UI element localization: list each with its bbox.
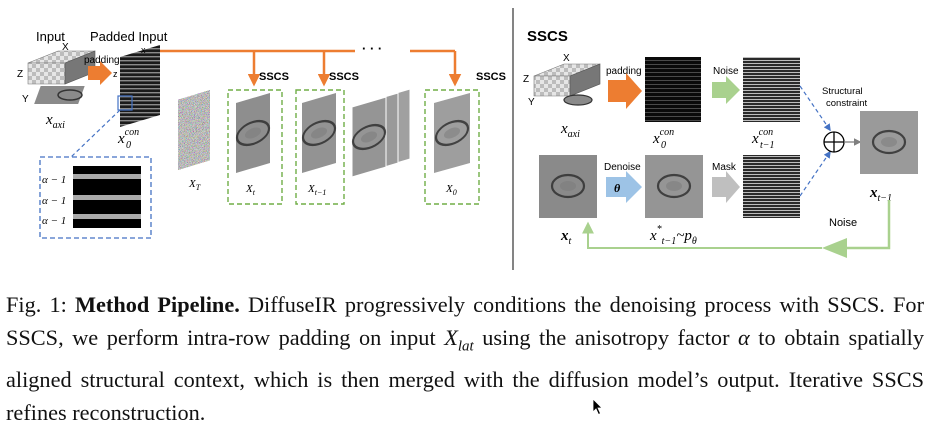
xstar-image: [645, 155, 703, 218]
axis-z-label: Z: [17, 69, 23, 80]
xt-dashed-box: [227, 89, 283, 205]
x0-con-label: xcon: [117, 127, 139, 147]
x0-image: [434, 93, 470, 173]
mask-label: Mask: [712, 162, 737, 173]
right-x0-con-label: xcon: [652, 127, 674, 147]
structural-constraint-line2: constraint: [826, 98, 868, 109]
caption-var: Xlat: [444, 325, 474, 355]
theta-label: θ: [614, 181, 621, 195]
caption-prefix: Fig. 1:: [6, 292, 75, 317]
noise-feedback-line: [847, 200, 891, 250]
right-axis-y: Y: [528, 97, 535, 108]
input-label: Input: [36, 29, 65, 44]
xt1-image: [301, 93, 337, 173]
zoom-line: [69, 109, 121, 159]
zoom-box: [117, 95, 133, 111]
sscs-label-2: SSCS: [329, 71, 359, 83]
denoise-label: Denoise: [604, 162, 641, 173]
noise-arrow: [712, 76, 740, 104]
caption-bold: Method Pipeline.: [74, 292, 240, 317]
ellipsis: · · ·: [362, 41, 382, 56]
right-axis-x: X: [563, 53, 570, 64]
method-pipeline-figure: Input Padded Input X Z Y xaxi padding x …: [17, 8, 918, 270]
left-panel: Input Padded Input X Z Y xaxi padding x …: [17, 29, 506, 239]
x0-dashed-box: [424, 89, 480, 205]
right-xt-label: xt: [560, 228, 572, 247]
figure-caption: Fig. 1: Method Pipeline. DiffuseIR progr…: [6, 288, 924, 429]
xt-image: [235, 93, 271, 173]
x-axi-label: xaxi: [45, 112, 65, 131]
xstar-label: x*t−1~pθ: [649, 224, 697, 247]
xt1-label: Xt−1: [307, 183, 326, 197]
padded-input-label: Padded Input: [90, 29, 168, 44]
right-xt1-label: xt−1: [869, 185, 892, 204]
noise-feedback-arrow: [822, 238, 847, 258]
right-panel: SSCS X Z Y xaxi padding xcon 0 Noise xco…: [523, 28, 918, 258]
xT-label: XT: [188, 178, 201, 192]
x0-label: X0: [445, 183, 457, 197]
right-x0-con-sub: 0: [661, 140, 666, 151]
caption-text-2: using the anisotropy factor: [473, 325, 739, 350]
right-x-axi-label: xaxi: [560, 121, 580, 140]
mask-arrow: [712, 171, 740, 203]
alpha-row-2: α − 1: [42, 195, 66, 207]
masked-image: [743, 155, 800, 218]
xt1-output-image: [860, 111, 918, 174]
caption-text-3: to obtain spatially aligned structural c…: [6, 325, 925, 426]
caption-alpha: α: [738, 325, 750, 350]
xt-label: Xt: [245, 183, 256, 197]
constraint-arrow-top: [799, 85, 831, 132]
right-padding-label: padding: [606, 66, 642, 77]
orange-conditioning-lines: [160, 49, 462, 87]
alpha-row-1: α − 1: [42, 174, 66, 186]
axis-y-label: Y: [22, 94, 29, 105]
axis-x-label: X: [62, 42, 69, 53]
merge-operator-icon: [823, 131, 845, 153]
padding-label: padding: [84, 55, 120, 66]
alpha-row-3: α − 1: [42, 215, 66, 227]
sscs-label-3: SSCS: [476, 71, 506, 83]
noise-label: Noise: [713, 66, 739, 77]
xt1-con-label: xcon: [751, 127, 773, 147]
right-padding-arrow: [608, 73, 642, 109]
padded-input-image: [120, 45, 160, 127]
noise-feedback-label: Noise: [829, 217, 857, 229]
mouse-cursor-icon: [592, 398, 603, 416]
intermediate-stack: [351, 88, 411, 178]
xt1-con-sub: t−1: [760, 140, 775, 151]
padded-axis-x: x: [141, 45, 146, 55]
caption-text-1: DiffuseIR progressively conditions the d…: [6, 292, 925, 350]
padding-arrow: [88, 61, 112, 85]
right-input-volume: [533, 63, 601, 106]
input-volume: [27, 50, 96, 104]
x0-con-sub: 0: [126, 140, 131, 151]
x0-con-image: [645, 57, 701, 122]
denoise-arrow: [606, 171, 642, 203]
structural-constraint-line1: Structural: [822, 86, 863, 97]
xt1-dashed-box: [295, 89, 345, 205]
constraint-arrow-bottom: [799, 150, 831, 197]
right-axis-z: Z: [523, 74, 529, 85]
sscs-title: SSCS: [527, 28, 568, 45]
noise-feedback-return: [582, 221, 822, 249]
padded-axis-z: z: [113, 69, 118, 79]
xt1-con-image: [743, 57, 800, 122]
xt-noisy-image: [539, 155, 597, 218]
xT-noise-image: [178, 90, 210, 170]
sscs-label-1: SSCS: [259, 71, 289, 83]
